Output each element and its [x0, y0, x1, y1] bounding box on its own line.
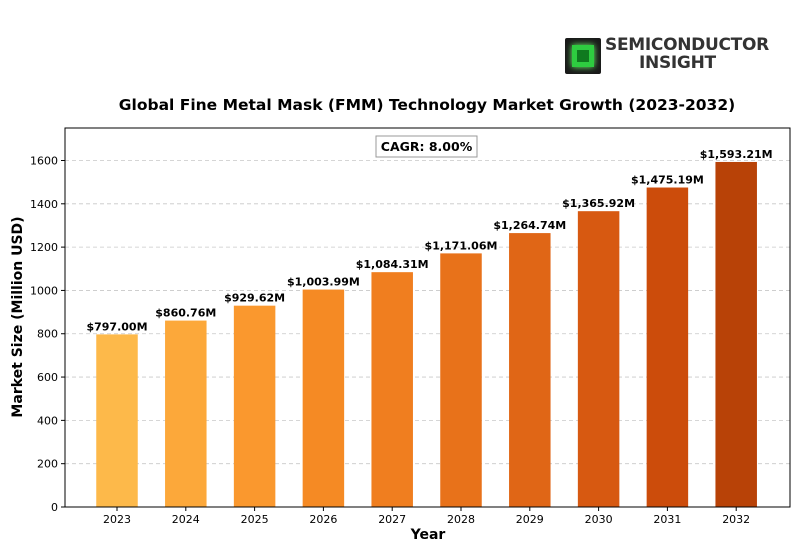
- value-label: $1,264.74M: [493, 219, 566, 232]
- x-tick-label: 2031: [653, 513, 681, 526]
- y-axis-label: Market Size (Million USD): [10, 216, 26, 417]
- y-tick-label: 200: [37, 458, 58, 471]
- cagr-label: CAGR: 8.00%: [381, 139, 473, 154]
- bar-2029: [509, 233, 551, 507]
- value-label: $1,084.31M: [356, 258, 429, 271]
- plot-frame: [64, 127, 791, 508]
- y-tick-label: 800: [37, 328, 58, 341]
- bar-2030: [577, 211, 620, 507]
- value-label: $929.62M: [224, 292, 285, 305]
- x-tick-label: 2023: [103, 513, 131, 526]
- value-label: $1,593.21M: [700, 148, 773, 161]
- bar-2026: [302, 289, 345, 507]
- value-label: $1,003.99M: [287, 276, 360, 289]
- y-tick-label: 1200: [30, 241, 58, 254]
- y-tick-label: 1600: [30, 154, 58, 167]
- value-labels: $797.00M $860.76M $929.62M$1,003.99M $1,084…: [86, 148, 772, 333]
- x-tick-label: 2027: [378, 513, 406, 526]
- chart-title: Global Fine Metal Mask (FMM) Technology …: [119, 96, 735, 114]
- bar-2023: [96, 334, 138, 507]
- bar-2027: [371, 272, 413, 507]
- bar-2032: [715, 161, 757, 507]
- x-tick-label: 2028: [447, 513, 475, 526]
- value-label: $797.00M: [86, 320, 147, 333]
- chip-icon: [565, 38, 601, 74]
- bar-2028: [440, 253, 482, 507]
- x-axis-label: Year: [410, 527, 446, 543]
- x-tick-label: 2026: [309, 513, 337, 526]
- y-tick-label: 600: [37, 371, 58, 384]
- y-axis-ticks: 0 200 400 600 800 1000 1200 1400 1600: [30, 154, 65, 514]
- y-tick-label: 400: [37, 414, 58, 427]
- x-tick-label: 2024: [172, 513, 200, 526]
- x-tick-label: 2030: [585, 513, 613, 526]
- bar-2024: [165, 320, 207, 507]
- x-tick-label: 2032: [722, 513, 750, 526]
- semiconductor-insight-logo: SEMICONDUCTOR INSIGHT: [565, 35, 775, 78]
- y-tick-label: 0: [51, 501, 58, 514]
- bar-2031: [646, 187, 689, 507]
- y-tick-label: 1000: [30, 284, 58, 297]
- bars: [96, 161, 757, 507]
- value-label: $1,475.19M: [631, 174, 704, 187]
- x-tick-label: 2025: [241, 513, 269, 526]
- logo-line-1: SEMICONDUCTOR: [605, 35, 769, 55]
- x-tick-label: 2029: [516, 513, 544, 526]
- x-axis-ticks: 2023 2024 2025 2026 2027 2028 2029 2030 2031 2032: [103, 507, 750, 526]
- logo-line-2: INSIGHT: [639, 53, 716, 73]
- value-label: $860.76M: [155, 307, 216, 320]
- bar-2025: [233, 305, 276, 507]
- y-tick-label: 1400: [30, 198, 58, 211]
- cagr-annotation: CAGR: 8.00%: [375, 135, 478, 158]
- value-label: $1,171.06M: [425, 239, 498, 252]
- value-label: $1,365.92M: [562, 197, 635, 210]
